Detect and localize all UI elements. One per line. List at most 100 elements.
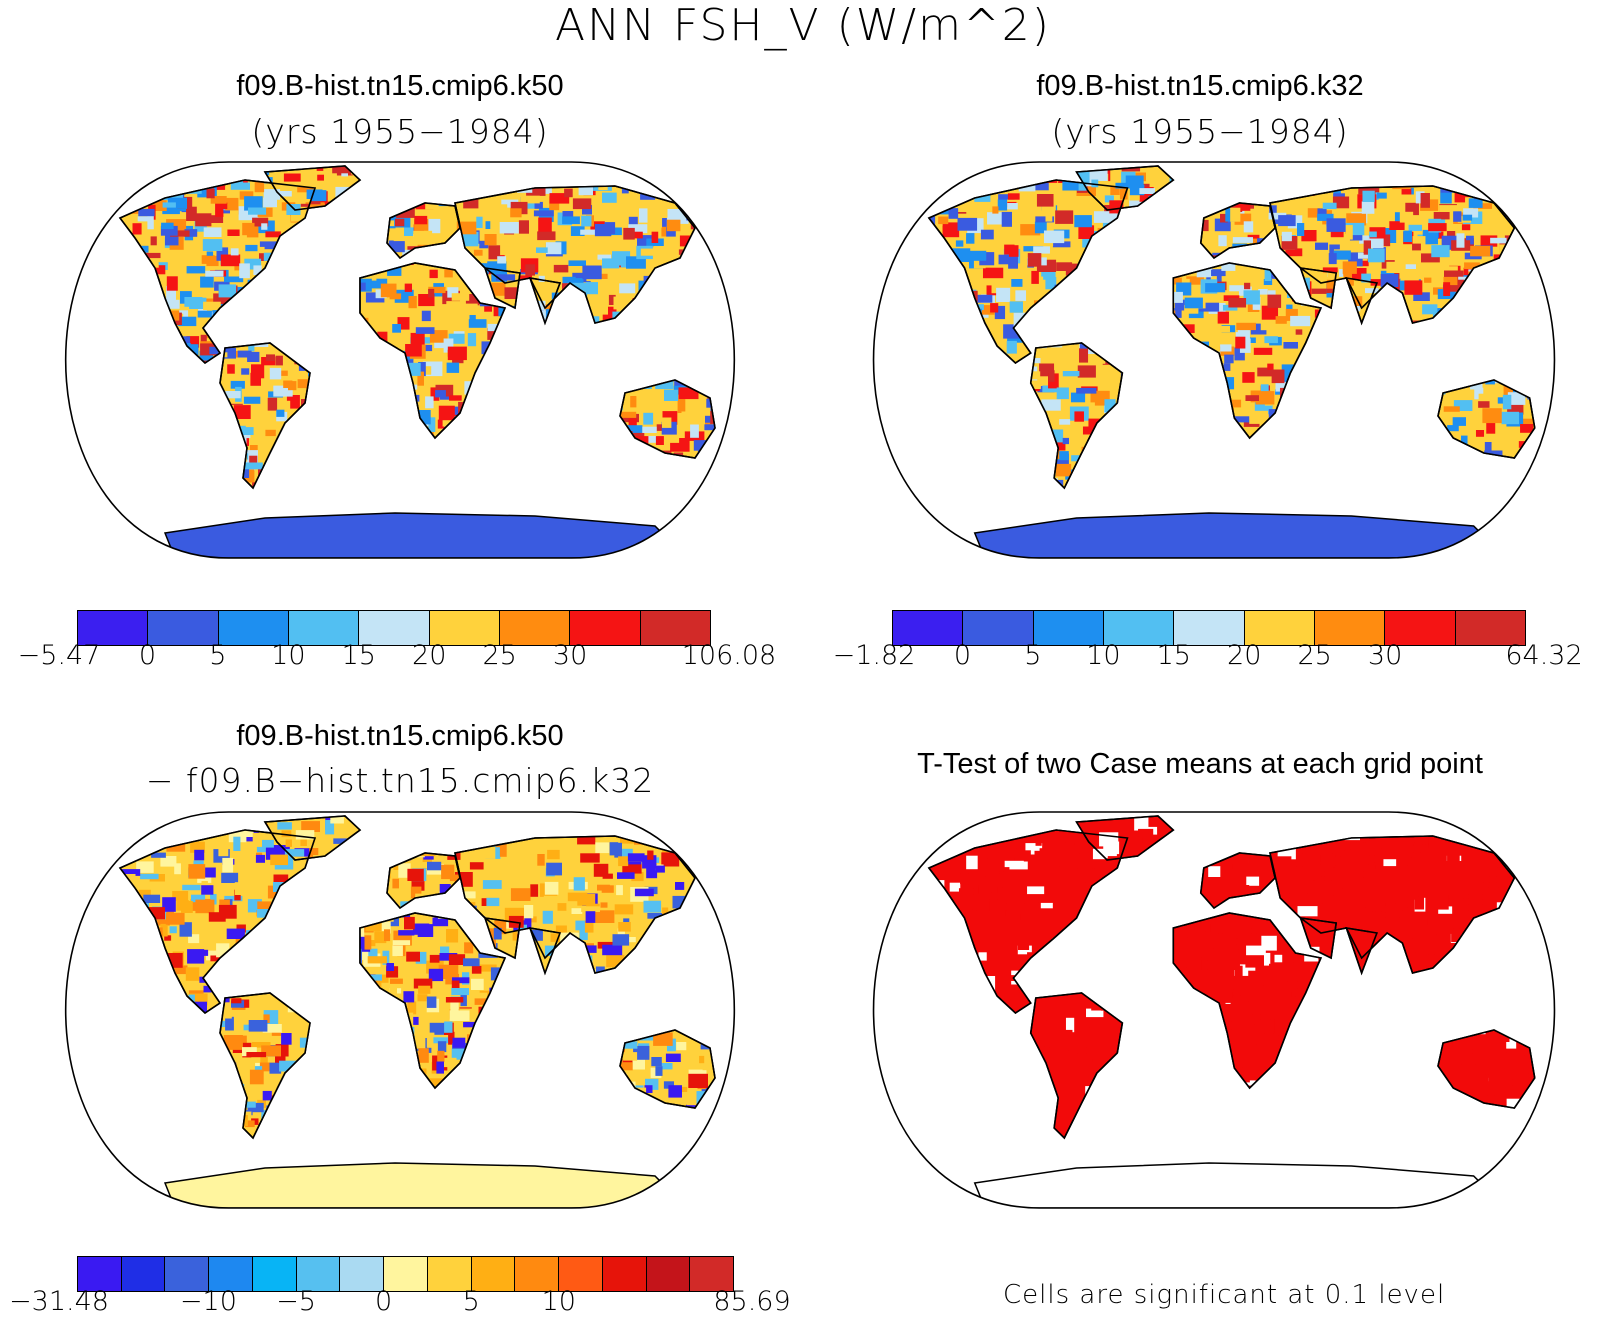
- coastline: [118, 179, 317, 365]
- panel-subtitle-top-right: (yrs 1955−1984): [1051, 112, 1349, 151]
- colorbar-tick-label: 25: [1297, 640, 1332, 671]
- colorbar-tick-label: 10: [541, 1286, 576, 1317]
- colorbar-cell: [1174, 611, 1245, 645]
- colorbar-cell: [296, 1257, 341, 1291]
- colorbar-tick-label: 25: [482, 640, 517, 671]
- coastline: [483, 267, 562, 326]
- landmass-antarctica: [163, 512, 677, 558]
- map-outline: [872, 161, 1556, 559]
- panel-subtitle-bottom-left: − f09.B−hist.tn15.cmip6.k32: [145, 761, 655, 800]
- panel-title-top-left: f09.B-hist.tn15.cmip6.k50: [236, 70, 564, 102]
- coastline: [454, 835, 696, 974]
- panel-title-top-right: f09.B-hist.tn15.cmip6.k32: [1036, 70, 1364, 102]
- colorbar-tick-label: 64.32: [1505, 640, 1583, 671]
- colorbar-tick-label: 10: [271, 640, 306, 671]
- coastline: [619, 1029, 716, 1109]
- colorbar-cell: [427, 1257, 472, 1291]
- colorbar-cell: [963, 611, 1034, 645]
- map-bottom-right: [872, 811, 1556, 1209]
- coastline: [1199, 202, 1276, 260]
- colorbar-tick-label: −5: [276, 1286, 316, 1317]
- landmass-antarctica: [973, 1162, 1496, 1208]
- colorbar-bottom-left: [77, 1256, 734, 1292]
- coastline: [1269, 185, 1516, 324]
- colorbar-cell: [1314, 611, 1386, 645]
- coastline: [1029, 342, 1124, 490]
- colorbar-cell: [288, 611, 360, 645]
- coastline: [359, 912, 507, 1090]
- coastline: [1269, 835, 1516, 974]
- colorbar-cell: [570, 611, 641, 645]
- colorbar-tick-label: 5: [209, 640, 227, 671]
- panel-subtitle-top-left: (yrs 1955−1984): [251, 112, 549, 151]
- coastline: [263, 815, 362, 861]
- figure-title: ANN FSH_V (W/m^2): [555, 0, 1051, 51]
- colorbar-cell: [359, 611, 430, 645]
- colorbar-tick-label: 0: [953, 640, 972, 671]
- coastline: [263, 165, 362, 211]
- landmass-antarctica: [973, 512, 1496, 558]
- coastline: [1437, 1029, 1536, 1109]
- colorbar-cell: [690, 1257, 734, 1291]
- coastline: [219, 992, 311, 1140]
- map-top-right: [872, 161, 1556, 559]
- colorbar-cell: [1033, 611, 1104, 645]
- coastline: [386, 202, 461, 260]
- coastline: [1075, 815, 1175, 861]
- coastline: [1172, 262, 1323, 440]
- colorbar-cell: [340, 1257, 385, 1291]
- coastline: [619, 379, 716, 459]
- colorbar-tick-label: 106.08: [681, 640, 777, 671]
- landmass-south-america: [1029, 992, 1124, 1140]
- panel-title-bottom-left: f09.B-hist.tn15.cmip6.k50: [236, 720, 564, 752]
- colorbar-cell: [499, 611, 571, 645]
- coastline: [359, 262, 507, 440]
- coastline: [483, 917, 562, 976]
- colorbar-cell: [384, 1257, 428, 1291]
- coastline: [1299, 917, 1379, 976]
- coastline: [454, 185, 696, 324]
- map-bottom-left: [65, 811, 735, 1209]
- colorbar-cell: [1385, 611, 1456, 645]
- colorbar-tick-label: 30: [552, 640, 588, 671]
- colorbar-cell: [1103, 611, 1175, 645]
- coastline: [386, 852, 461, 910]
- colorbar-tick-label: 15: [1156, 640, 1191, 671]
- colorbar-cell: [602, 1257, 647, 1291]
- coastline: [118, 829, 317, 1015]
- colorbar-cell: [515, 1257, 560, 1291]
- colorbar-cell: [252, 1257, 297, 1291]
- map-outline: [65, 811, 735, 1209]
- colorbar-tick-label: 5: [462, 1286, 480, 1317]
- coastline: [927, 179, 1129, 365]
- significance-note: Cells are significant at 0.1 level: [1003, 1280, 1446, 1310]
- colorbar-cell: [78, 611, 149, 645]
- colorbar-cell: [471, 1257, 516, 1291]
- map-outline: [872, 811, 1556, 1209]
- colorbar-tick-label: 30: [1367, 640, 1403, 671]
- coastline: [1029, 992, 1124, 1140]
- colorbar-cell: [121, 1257, 166, 1291]
- colorbar-tick-label: 0: [375, 1286, 393, 1317]
- map-outline: [65, 161, 735, 559]
- coastline: [1199, 852, 1276, 910]
- colorbar-top-right: [892, 610, 1526, 646]
- colorbar-cell: [78, 1257, 122, 1291]
- colorbar-cell: [640, 611, 710, 645]
- coastline: [219, 342, 311, 490]
- colorbar-tick-label: −5.47: [17, 640, 101, 671]
- map-top-left: [65, 161, 735, 559]
- colorbar-cell: [1455, 611, 1525, 645]
- colorbar-cell: [893, 611, 964, 645]
- colorbar-cell: [646, 1257, 691, 1291]
- colorbar-tick-label: 10: [1086, 640, 1121, 671]
- colorbar-tick-label: −1.82: [832, 640, 916, 671]
- colorbar-cell: [165, 1257, 210, 1291]
- colorbar-tick-label: −31.48: [9, 1286, 109, 1317]
- colorbar-tick-label: 20: [412, 640, 447, 671]
- landmass-antarctica: [163, 1162, 677, 1208]
- colorbar-tick-label: 85.69: [713, 1286, 791, 1317]
- colorbar-cell: [218, 611, 289, 645]
- colorbar-cell: [1244, 611, 1315, 645]
- colorbar-cell: [148, 611, 219, 645]
